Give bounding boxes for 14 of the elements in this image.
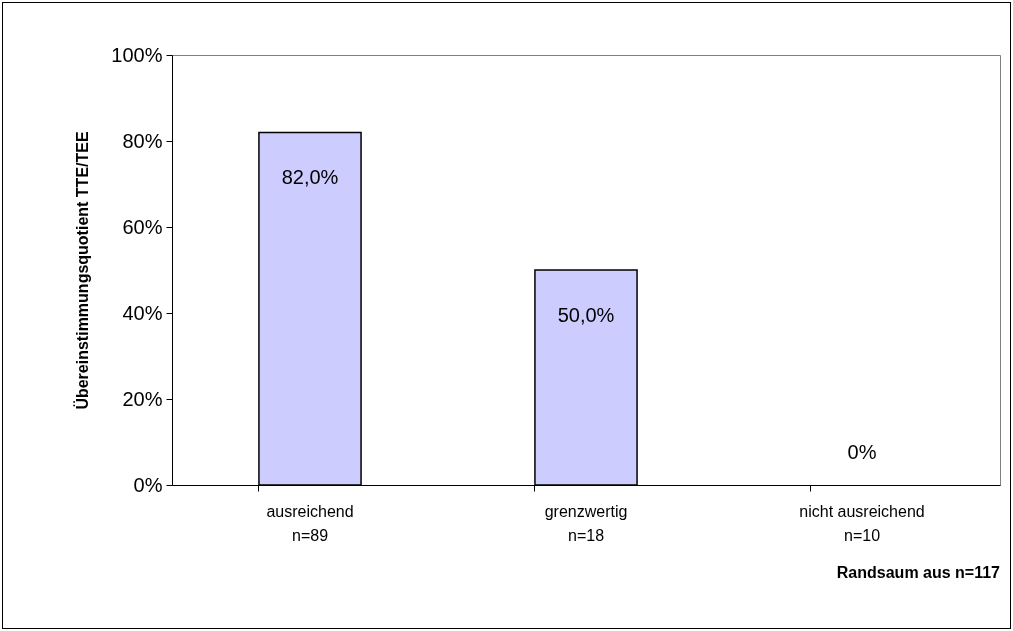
data-label: 50,0%	[557, 304, 615, 326]
x-tick-label: grenzwertig n=18	[544, 502, 628, 544]
y-tick-label: 100%	[111, 43, 163, 66]
y-tick-label: 20%	[122, 387, 163, 410]
text: Randsaum aus n=117	[836, 564, 1001, 581]
y-tick-label: 80%	[122, 129, 163, 152]
data-label: 0%	[847, 441, 877, 463]
y-axis-title: Übereinstimmungsquotient TTE/TEE	[73, 131, 92, 410]
x-tick-label: ausreichend n=89	[266, 502, 354, 544]
y-tick-label: 60%	[122, 215, 163, 238]
y-tick-label: 40%	[122, 301, 163, 324]
data-label: 82,0%	[281, 166, 339, 189]
y-tick-label: 0%	[133, 473, 163, 496]
x-tick-label: nicht ausreichend n=10	[799, 502, 925, 544]
